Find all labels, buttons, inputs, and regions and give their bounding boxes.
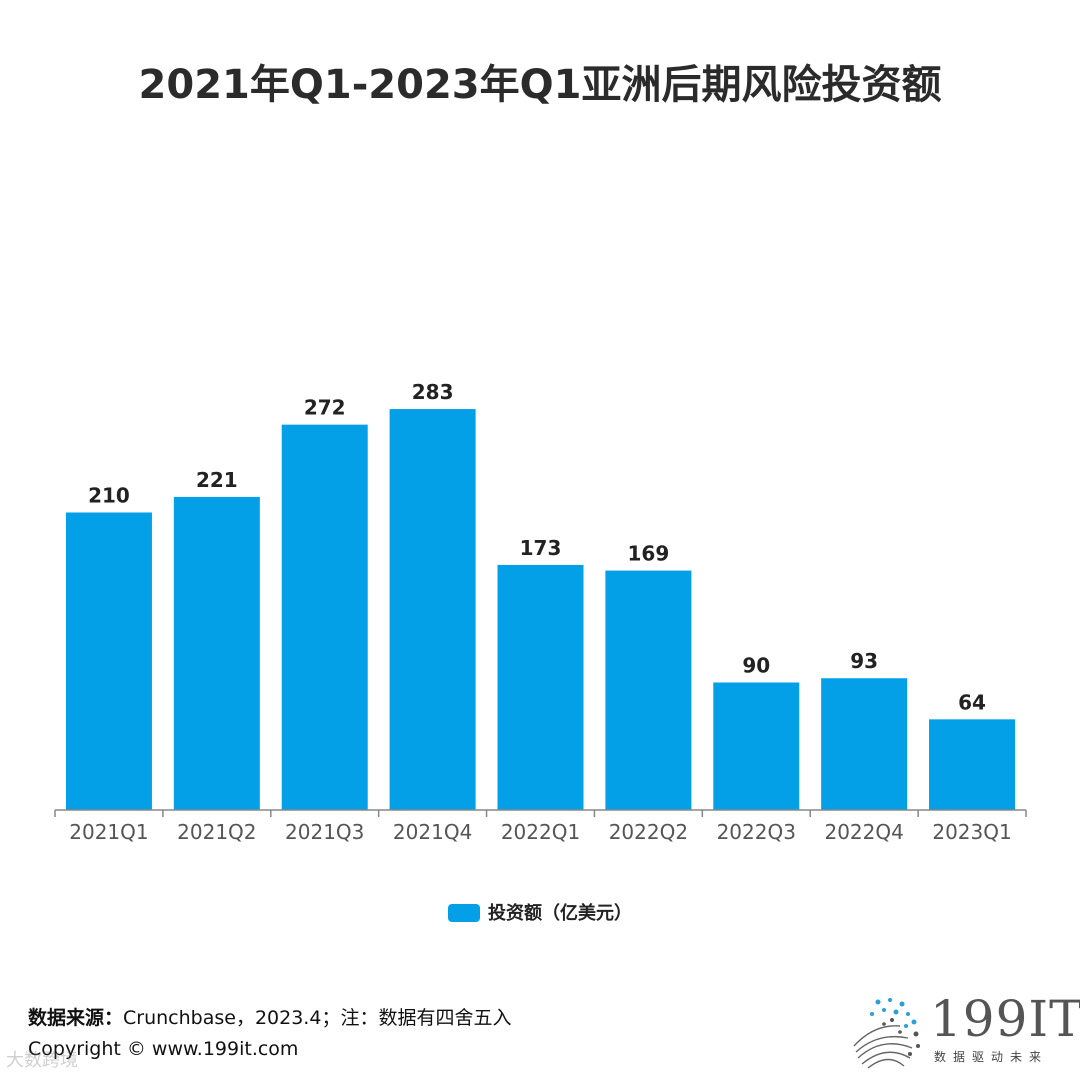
x-axis-ticks-group (54, 810, 1027, 817)
bar-2021Q2 (173, 496, 260, 810)
value-label-2021Q3: 272 (304, 396, 346, 420)
dot-cluster-logo-icon (853, 998, 920, 1069)
x-tick-label-2023Q1: 2023Q1 (932, 820, 1011, 844)
bar-2022Q3 (713, 682, 800, 810)
x-tick-label-2021Q2: 2021Q2 (177, 820, 256, 844)
x-axis-tick-labels-group: 2021Q1 2021Q2 2021Q3 2021Q4 2022Q1 2022Q2 2022… (69, 820, 1011, 844)
value-labels-group: 210 221 272 283 173 169 90 93 64 (88, 380, 986, 714)
value-label-2021Q2: 221 (196, 468, 238, 492)
x-tick-label-2022Q4: 2022Q4 (824, 820, 903, 844)
value-label-2022Q4: 93 (850, 649, 878, 673)
logo-tagline: 数据驱动未来 (934, 1050, 1049, 1064)
bar-2022Q2 (605, 570, 692, 810)
legend-swatch (448, 904, 480, 922)
value-label-2021Q4: 283 (412, 380, 454, 404)
bar-2021Q3 (281, 424, 368, 810)
data-source-note: 数据来源：Crunchbase，2023.4；注：数据有四舍五入 (28, 1003, 511, 1030)
value-label-2022Q3: 90 (742, 653, 770, 677)
value-label-2022Q2: 169 (628, 542, 670, 566)
value-label-2023Q1: 64 (958, 690, 986, 714)
bar-2021Q4 (389, 409, 476, 810)
x-tick-label-2021Q4: 2021Q4 (393, 820, 472, 844)
value-label-2022Q1: 173 (520, 536, 562, 560)
x-tick-label-2022Q3: 2022Q3 (717, 820, 796, 844)
source-text: Crunchbase，2023.4；注：数据有四舍五入 (123, 1007, 512, 1029)
source-label: 数据来源： (28, 1007, 124, 1029)
watermark: 大数跨境 (6, 1050, 78, 1071)
bar-2022Q1 (497, 564, 584, 810)
x-tick-label-2021Q1: 2021Q1 (69, 820, 148, 844)
x-tick-label-2022Q2: 2022Q2 (609, 820, 688, 844)
bars-group (65, 409, 1016, 810)
x-tick-label-2021Q3: 2021Q3 (285, 820, 364, 844)
bar-2022Q4 (821, 678, 908, 810)
bar-2021Q1 (65, 512, 152, 810)
logo-wordmark: 199IT (930, 990, 1080, 1048)
bar-2023Q1 (929, 719, 1016, 810)
legend: 投资额（亿美元） (0, 899, 1080, 925)
value-label-2021Q1: 210 (88, 483, 130, 507)
copyright-text: Copyright © www.199it.com (28, 1038, 299, 1060)
legend-label: 投资额（亿美元） (488, 903, 632, 924)
chart-title: 2021年Q1-2023年Q1亚洲后期风险投资额 (138, 62, 942, 108)
x-tick-label-2022Q1: 2022Q1 (501, 820, 580, 844)
